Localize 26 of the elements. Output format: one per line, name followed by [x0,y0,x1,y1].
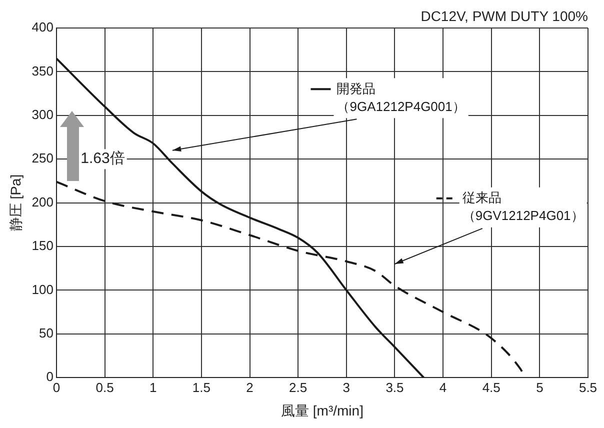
y-tick-label: 0 [46,369,54,384]
x-tick-label: 2.5 [289,380,308,395]
y-tick-label: 300 [32,106,54,122]
y-tick-label: 150 [32,238,54,254]
x-tick-label: 4.5 [482,380,500,395]
x-tick-label: 4 [439,380,447,395]
x-axis-title: 風量 [m³/min] [281,402,364,418]
y-tick-label: 50 [39,325,54,340]
x-tick-label: 5.5 [578,380,598,395]
x-tick-label: 1 [150,380,157,395]
legend-label: 開発品（9GA1212P4G001） [336,80,466,114]
x-tick-label: 1.5 [192,380,210,395]
annotation: 1.63倍 [80,150,125,168]
legend-label: 従来品（9GV1212P4G01） [462,190,584,224]
text: DC12V, PWM DUTY 100% [420,8,588,24]
y-axis-title: 静圧 [Pa] [7,174,24,232]
y-tick-label: 350 [32,63,54,78]
y-tick-label: 200 [32,194,54,210]
y-tick-label: 250 [32,150,54,166]
y-tick-label: 400 [32,20,54,35]
y-tick-label: 100 [32,282,54,297]
x-tick-label: 3 [342,380,350,395]
x-tick-label: 2 [246,380,254,395]
x-tick-label: 5 [536,380,544,395]
x-tick-label: 0.5 [96,380,114,395]
x-tick-label: 3.5 [386,380,404,395]
